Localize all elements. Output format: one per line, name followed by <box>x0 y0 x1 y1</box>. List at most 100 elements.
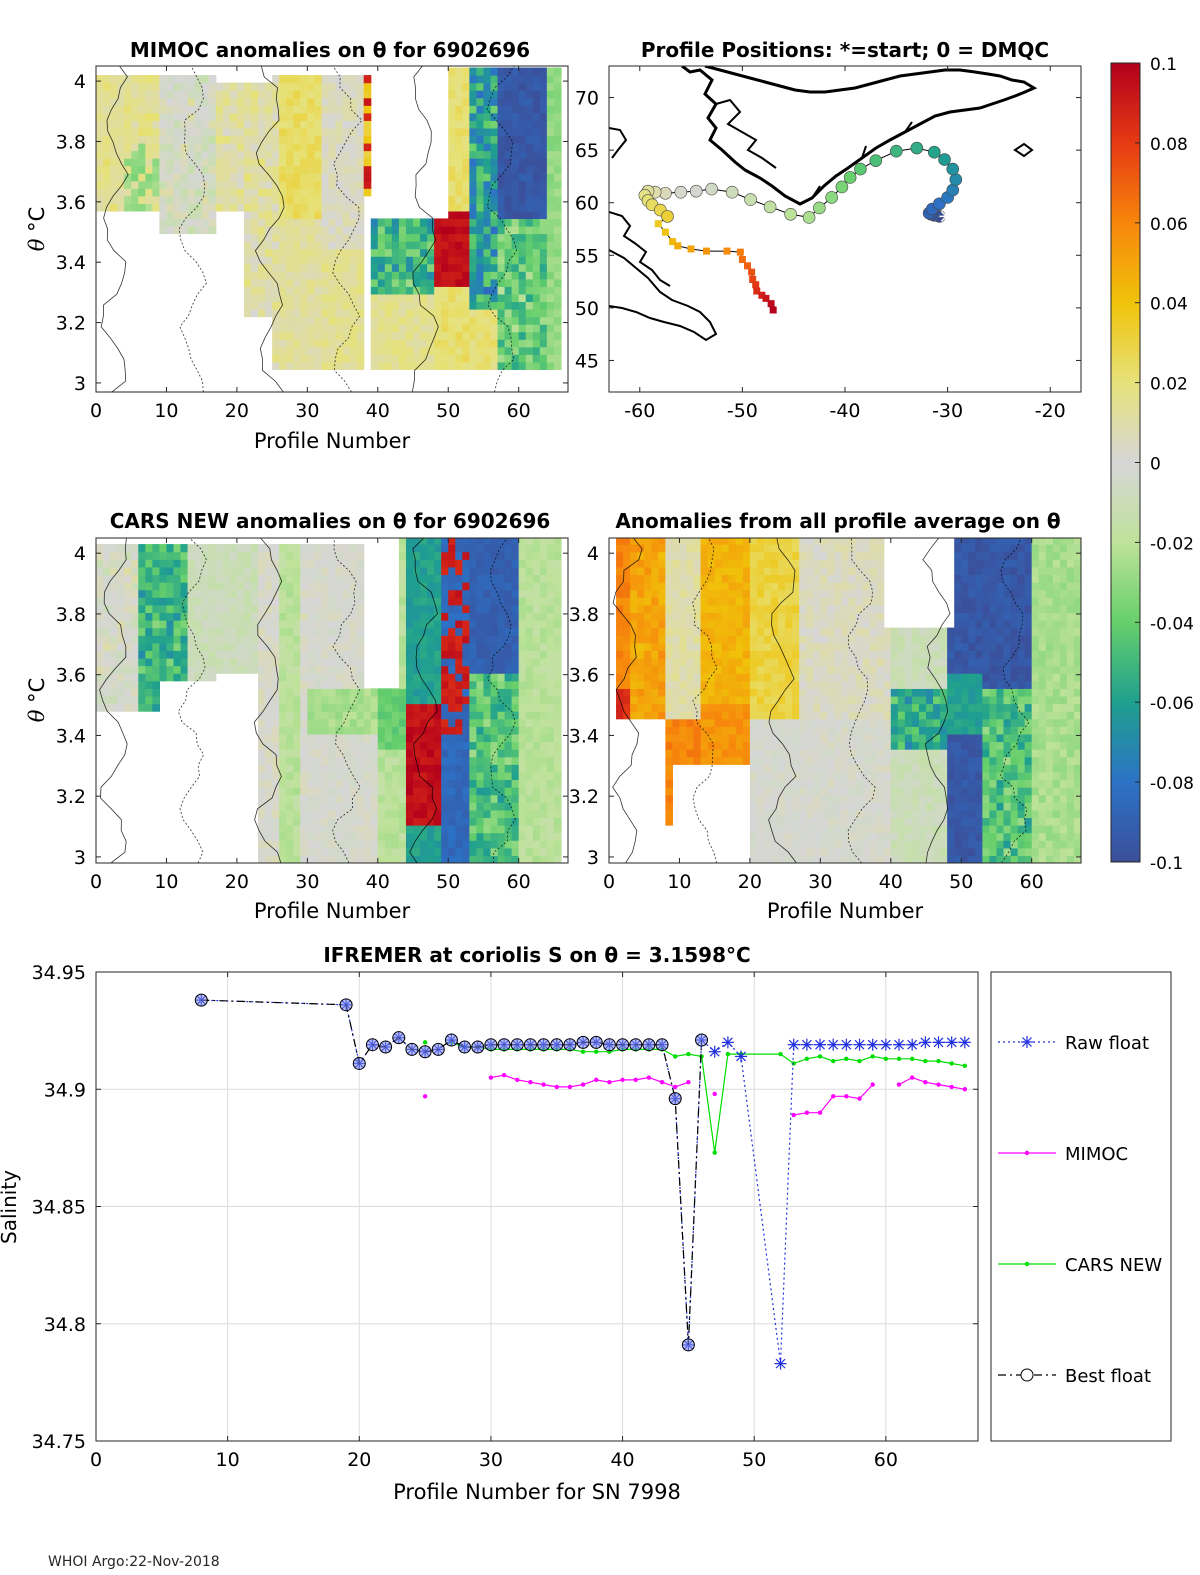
heatmap-cell <box>546 67 555 76</box>
heatmap-cell <box>391 847 400 857</box>
heatmap-cell <box>525 688 534 697</box>
heatmap-cell <box>377 817 386 826</box>
profile-square <box>654 220 662 228</box>
heatmap-cell <box>342 680 351 689</box>
heatmap-cell <box>356 695 365 705</box>
heatmap-cell <box>328 218 337 227</box>
heatmap-cell <box>497 82 506 91</box>
heatmap-cell <box>763 733 772 743</box>
heatmap-cell <box>159 665 168 674</box>
heatmap-cell <box>448 127 456 137</box>
heatmap-cell <box>420 248 428 257</box>
heatmap-cell <box>728 582 737 591</box>
heatmap-cell <box>497 150 506 159</box>
heatmap-cell <box>159 188 168 197</box>
heatmap-cell <box>511 278 520 287</box>
heatmap-cell <box>342 346 351 355</box>
heatmap-cell <box>335 180 344 189</box>
heatmap-cell <box>455 635 463 644</box>
heatmap-cell <box>644 657 652 667</box>
track-line <box>644 147 957 311</box>
heatmap-cell <box>272 612 280 621</box>
heatmap-cell <box>469 158 478 167</box>
heatmap-cell <box>448 112 456 121</box>
heatmap-cell <box>328 278 337 287</box>
heatmap-cell <box>476 308 485 318</box>
heatmap-cell <box>194 135 203 144</box>
heatmap-cell <box>504 787 513 796</box>
heatmap-cell <box>328 165 337 174</box>
heatmap-cell <box>462 188 470 197</box>
heatmap-cell <box>321 180 330 189</box>
heatmap-cell <box>342 787 351 796</box>
contour-line <box>177 538 207 863</box>
heatmap-cell <box>518 538 527 545</box>
heatmap-cell <box>279 809 287 819</box>
heatmap-cell <box>236 551 245 560</box>
heatmap-cell <box>455 286 463 295</box>
heatmap-cell <box>250 120 259 129</box>
heatmap-cell <box>553 703 562 712</box>
heatmap-cell <box>553 544 562 553</box>
heatmap-cell <box>194 612 203 621</box>
heatmap-cell <box>370 749 379 758</box>
heatmap-cell <box>300 604 308 614</box>
heatmap-cell <box>349 718 358 727</box>
heatmap-cell <box>152 695 161 705</box>
heatmap-cell <box>469 688 478 697</box>
heatmap-cell <box>728 718 737 727</box>
heatmap-cell <box>349 316 358 325</box>
heatmap-cell <box>328 293 337 303</box>
profile-circle <box>938 153 951 166</box>
heatmap-cell <box>623 544 631 553</box>
heatmap-cell <box>215 620 224 629</box>
heatmap-cell <box>532 733 541 743</box>
heatmap-cell <box>511 263 520 272</box>
heatmap-cell <box>145 97 153 106</box>
heatmap-cell <box>377 286 386 295</box>
heatmap-cell <box>384 847 393 857</box>
heatmap-cell <box>756 635 765 644</box>
heatmap-cell <box>539 589 548 598</box>
heatmap-cell <box>497 620 506 629</box>
heatmap-cell <box>279 832 287 841</box>
heatmap-cell <box>173 225 182 235</box>
heatmap-cell <box>391 688 400 697</box>
heatmap-cell <box>511 718 520 727</box>
heatmap-cell <box>363 825 372 834</box>
heatmap-cell <box>427 278 435 287</box>
heatmap-cell <box>525 847 534 857</box>
heatmap-cell <box>504 361 513 370</box>
heatmap-cell <box>131 551 139 560</box>
heatmap-cell <box>321 566 330 576</box>
heatmap-cell <box>96 544 104 553</box>
heatmap-cell <box>258 597 266 606</box>
heatmap-cell <box>721 559 730 568</box>
heatmap-cell <box>448 733 456 743</box>
heatmap-cell <box>265 847 273 857</box>
heatmap-cell <box>307 673 315 682</box>
heatmap-cell <box>504 726 513 735</box>
profile-square <box>767 300 775 308</box>
heatmap-cell <box>448 703 456 712</box>
heatmap-cell <box>427 665 435 674</box>
heatmap-cell <box>490 794 499 803</box>
heatmap-cell <box>349 127 358 137</box>
heatmap-cell <box>756 551 765 560</box>
heatmap-cell <box>756 847 765 857</box>
heatmap-cell <box>518 97 527 106</box>
heatmap-cell <box>525 271 534 280</box>
heatmap-cell <box>700 695 709 705</box>
heatmap-cell <box>749 680 758 689</box>
heatmap-cell <box>286 180 294 189</box>
heatmap-cell <box>483 764 492 773</box>
heatmap-cell <box>448 627 456 636</box>
heatmap-cell <box>208 589 217 598</box>
heatmap-cell <box>222 105 231 114</box>
heatmap-cell <box>250 233 259 242</box>
heatmap-cell <box>208 551 217 560</box>
heatmap-cell <box>243 286 252 295</box>
heatmap-cell <box>693 559 702 568</box>
heatmap-cell <box>328 97 337 106</box>
heatmap-cell <box>391 301 400 310</box>
